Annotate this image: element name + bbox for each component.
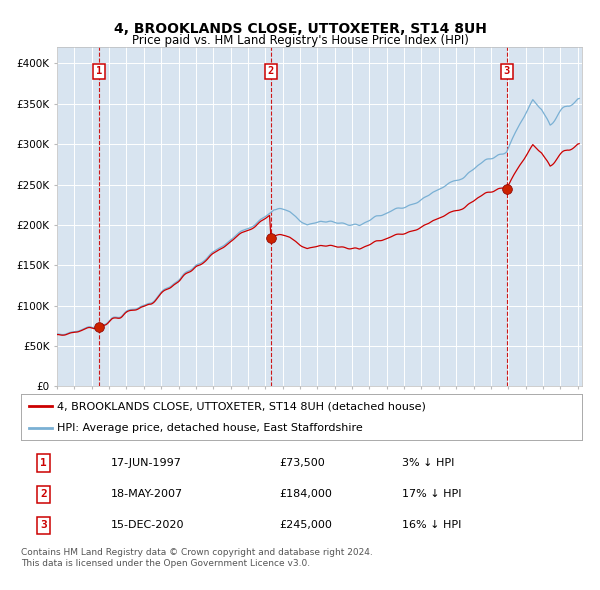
Text: 3: 3 [40, 520, 47, 530]
Text: 3% ↓ HPI: 3% ↓ HPI [403, 458, 455, 468]
Text: 18-MAY-2007: 18-MAY-2007 [111, 489, 183, 499]
Text: 4, BROOKLANDS CLOSE, UTTOXETER, ST14 8UH (detached house): 4, BROOKLANDS CLOSE, UTTOXETER, ST14 8UH… [58, 401, 427, 411]
Text: 2: 2 [268, 67, 274, 77]
Text: 17% ↓ HPI: 17% ↓ HPI [403, 489, 462, 499]
Text: 3: 3 [503, 67, 510, 77]
Text: 15-DEC-2020: 15-DEC-2020 [111, 520, 184, 530]
Text: Contains HM Land Registry data © Crown copyright and database right 2024.
This d: Contains HM Land Registry data © Crown c… [21, 548, 373, 568]
Text: 17-JUN-1997: 17-JUN-1997 [111, 458, 182, 468]
Text: Price paid vs. HM Land Registry's House Price Index (HPI): Price paid vs. HM Land Registry's House … [131, 34, 469, 47]
Text: 1: 1 [40, 458, 47, 468]
Text: 2: 2 [40, 489, 47, 499]
Text: 16% ↓ HPI: 16% ↓ HPI [403, 520, 462, 530]
Text: £245,000: £245,000 [279, 520, 332, 530]
Text: HPI: Average price, detached house, East Staffordshire: HPI: Average price, detached house, East… [58, 423, 363, 433]
Text: 1: 1 [96, 67, 102, 77]
Text: 4, BROOKLANDS CLOSE, UTTOXETER, ST14 8UH: 4, BROOKLANDS CLOSE, UTTOXETER, ST14 8UH [113, 22, 487, 37]
Text: £73,500: £73,500 [279, 458, 325, 468]
Text: £184,000: £184,000 [279, 489, 332, 499]
